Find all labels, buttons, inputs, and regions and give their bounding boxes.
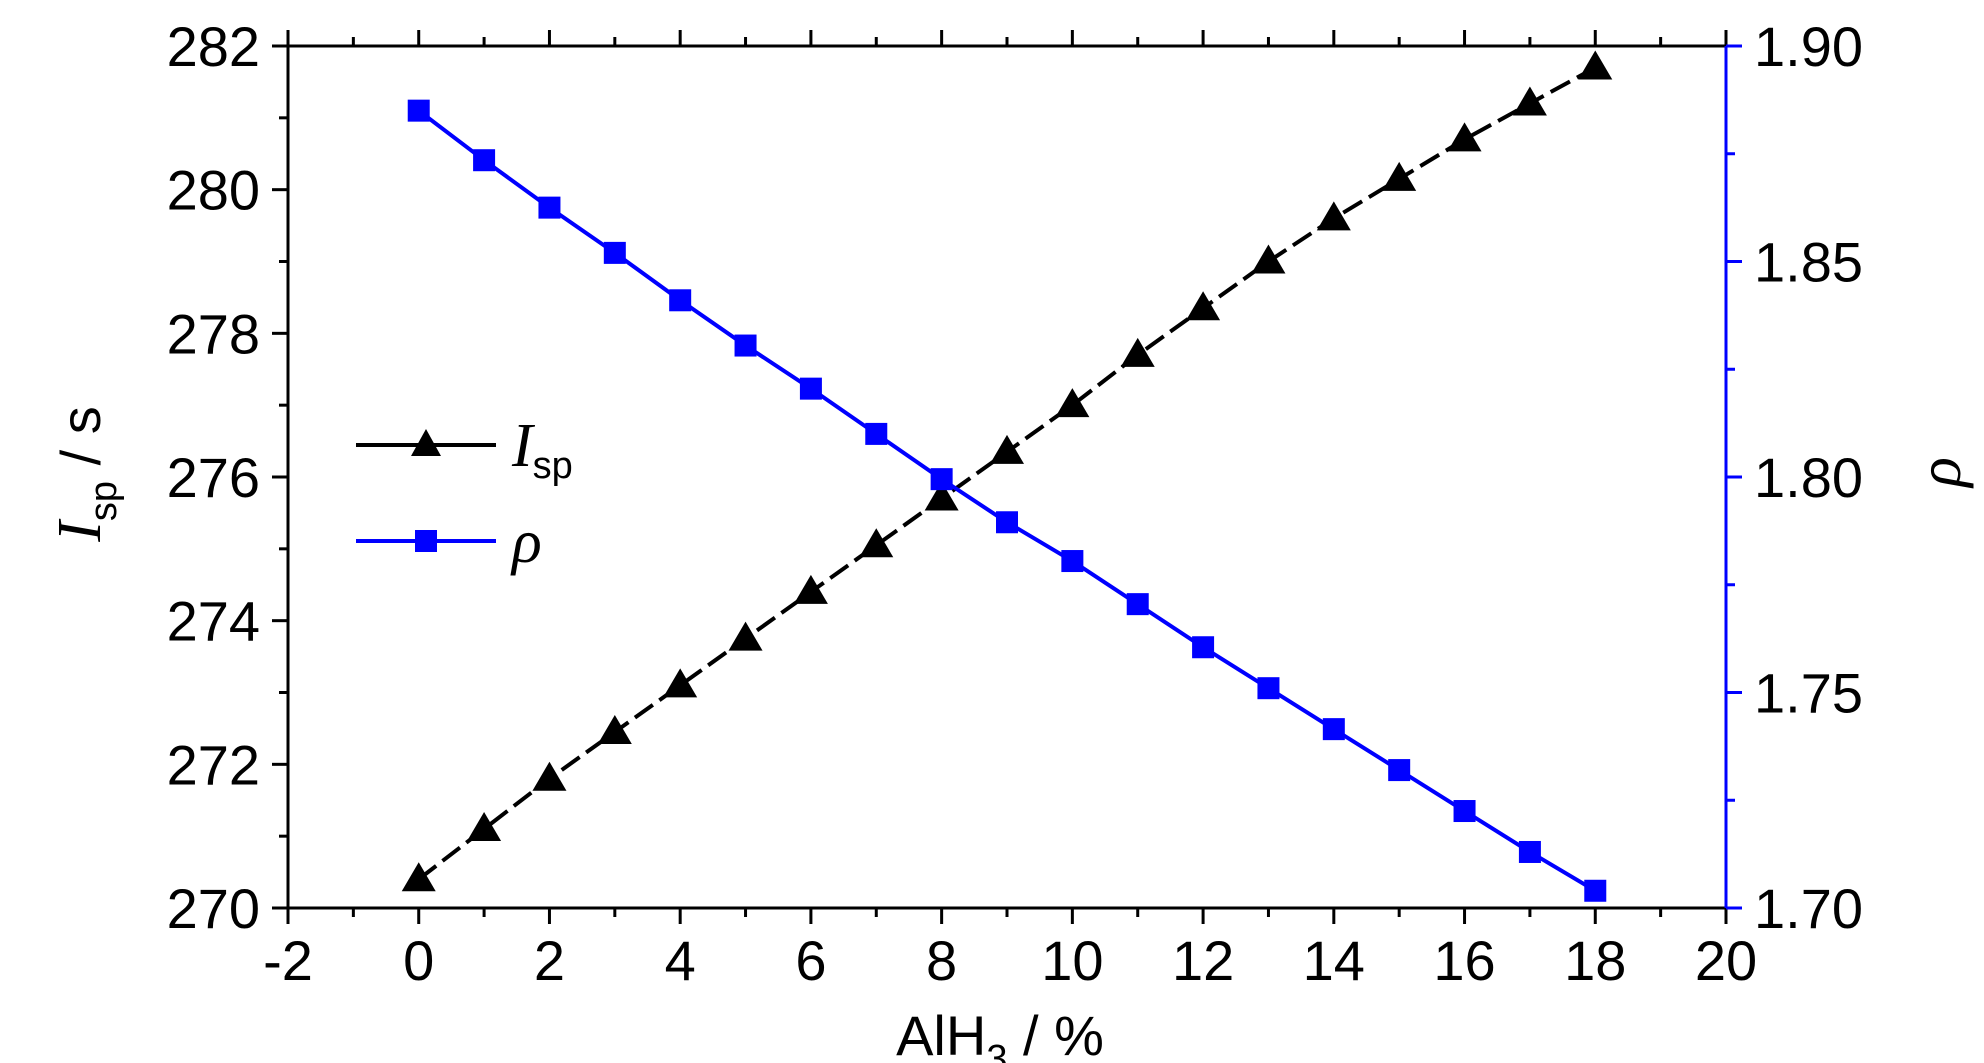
series-layer <box>401 50 1613 902</box>
y-left-tick-label: 278 <box>167 302 260 365</box>
data-point-triangle <box>1316 201 1351 231</box>
data-point-square <box>669 289 692 312</box>
data-point-square <box>1192 636 1215 659</box>
y-left-tick-label: 272 <box>167 733 260 796</box>
x-tick-label: 8 <box>926 929 957 992</box>
legend-label-rho: ρ <box>510 508 542 576</box>
data-point-square <box>1061 550 1084 573</box>
y-left-axis-title-sub: sp <box>83 481 125 521</box>
y-left-tick-label: 282 <box>167 15 260 78</box>
data-point-triangle <box>401 862 436 892</box>
data-point-square <box>865 422 888 445</box>
legend-label-isp: Isp <box>511 412 573 487</box>
x-tick-label: 6 <box>795 929 826 992</box>
data-point-triangle <box>1512 86 1547 116</box>
series-0 <box>401 50 1613 892</box>
x-axis: -2 0 2 4 6 8 10 12 14 16 18 20 <box>263 30 1757 992</box>
legend: Isp ρ <box>356 412 573 576</box>
series-line-1 <box>417 109 1597 893</box>
y-left-tick-label: 276 <box>167 446 260 509</box>
data-point-triangle <box>859 528 894 558</box>
x-tick-label: 12 <box>1172 929 1234 992</box>
x-axis-title-main: AlH <box>896 1004 986 1063</box>
data-point-square <box>799 377 822 400</box>
data-point-triangle <box>1120 337 1155 367</box>
data-point-triangle <box>728 621 763 651</box>
x-tick-label: 20 <box>1695 929 1757 992</box>
data-point-triangle <box>924 481 959 511</box>
data-point-triangle <box>1382 161 1417 191</box>
data-point-square <box>1388 759 1411 782</box>
data-point-square <box>1322 718 1345 741</box>
y-right-axis: 1.70 1.75 1.80 1.85 1.90 <box>1726 15 1863 940</box>
y-left-axis-title: Isp / s <box>46 406 125 542</box>
y-left-tick-label: 280 <box>167 159 260 222</box>
x-tick-label: 10 <box>1041 929 1103 992</box>
data-point-square <box>1126 593 1149 616</box>
y-left-tick-label: 270 <box>167 877 260 940</box>
data-point-square <box>930 468 953 491</box>
y-right-tick-label: 1.70 <box>1754 877 1863 940</box>
data-point-square <box>734 334 757 357</box>
data-point-triangle <box>663 668 698 698</box>
data-point-triangle <box>1447 122 1482 152</box>
y-left-tick-label: 274 <box>167 590 260 653</box>
series-1 <box>407 99 1607 902</box>
data-point-square <box>1453 800 1476 823</box>
y-right-axis-title: ρ <box>1906 457 1974 489</box>
data-point-triangle <box>1578 50 1613 80</box>
data-point-square <box>1257 677 1280 700</box>
y-right-tick-label: 1.85 <box>1754 231 1863 294</box>
data-point-triangle <box>597 715 632 745</box>
legend-label-isp-symbol: I <box>511 412 536 480</box>
y-left-axis: 270 272 274 276 278 280 282 <box>167 15 288 940</box>
y-left-axis-title-symbol: I <box>46 518 114 543</box>
legend-label-isp-sub: sp <box>533 445 573 487</box>
y-left-axis-title-suffix: / s <box>49 406 112 481</box>
x-tick-label: 4 <box>665 929 696 992</box>
y-right-tick-label: 1.75 <box>1754 662 1863 725</box>
x-tick-label: 0 <box>403 929 434 992</box>
x-tick-label: -2 <box>263 929 313 992</box>
x-axis-title-suffix: / % <box>1007 1004 1103 1063</box>
data-point-triangle <box>1251 244 1286 274</box>
y-right-tick-label: 1.80 <box>1754 446 1863 509</box>
x-tick-label: 16 <box>1433 929 1495 992</box>
data-point-triangle <box>532 761 567 791</box>
data-point-triangle <box>990 434 1024 464</box>
data-point-square <box>1518 840 1541 863</box>
series-line-0 <box>417 65 1597 881</box>
y-right-tick-label: 1.90 <box>1754 15 1863 78</box>
x-axis-title: AlH3 / % <box>896 1004 1104 1063</box>
data-point-square <box>473 149 496 172</box>
data-point-triangle <box>467 811 502 841</box>
data-point-triangle <box>793 574 828 604</box>
x-tick-label: 14 <box>1303 929 1365 992</box>
data-point-square <box>996 511 1018 534</box>
data-point-square <box>538 196 561 219</box>
x-tick-label: 18 <box>1564 929 1626 992</box>
data-point-square <box>1584 879 1607 902</box>
data-point-triangle <box>1186 291 1221 321</box>
x-axis-title-sub: 3 <box>986 1038 1007 1063</box>
x-tick-label: 2 <box>534 929 565 992</box>
legend-marker-square <box>415 530 437 552</box>
data-point-square <box>407 99 430 122</box>
legend-marker-triangle <box>411 429 441 456</box>
data-point-square <box>603 241 626 264</box>
data-point-triangle <box>1055 388 1090 418</box>
